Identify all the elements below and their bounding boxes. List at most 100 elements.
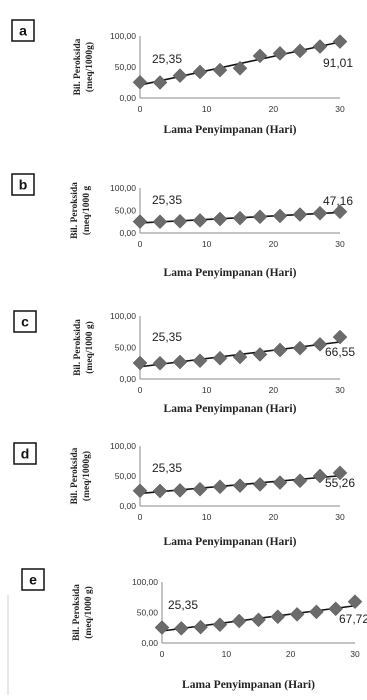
chart-panel-b: b 0,00 50,00 100,00 0 10 20 30 Bil. Peroksida (me… bbox=[11, 173, 353, 279]
x-tick-label: 10 bbox=[202, 512, 212, 522]
svg-text:e: e bbox=[29, 572, 37, 588]
data-label-start: 25,35 bbox=[168, 598, 198, 612]
x-tick-label: 10 bbox=[202, 385, 212, 395]
x-tick-label: 30 bbox=[335, 385, 345, 395]
data-point bbox=[309, 604, 324, 620]
data-point bbox=[252, 209, 268, 225]
chart-panel-d: d 0,00 50,00 100,00 0 10 20 30 Bil. Peroksida (me… bbox=[13, 441, 355, 548]
y-tick-label: 0,00 bbox=[119, 228, 136, 238]
chart-panel-e: e 0,00 50,00 100,00 0 10 20 30 Bil. Peroksida (me… bbox=[21, 568, 367, 691]
svg-text:a: a bbox=[19, 23, 27, 39]
data-label-end: 66,55 bbox=[325, 345, 355, 359]
data-point bbox=[252, 48, 268, 64]
y-axis-label: Bil. Peroksida (meq/1000 g) bbox=[73, 319, 95, 376]
panel-label-b: b bbox=[11, 173, 35, 196]
y-tick-label: 0,00 bbox=[141, 638, 158, 648]
data-point bbox=[212, 211, 228, 227]
data-point bbox=[312, 336, 328, 352]
y-tick-label: 0,00 bbox=[119, 93, 136, 103]
panel-label-d: d bbox=[13, 442, 37, 465]
data-point bbox=[270, 609, 286, 625]
data-point bbox=[312, 468, 328, 484]
y-tick-label: 0,00 bbox=[119, 501, 136, 511]
data-point bbox=[212, 479, 228, 495]
data-point bbox=[154, 620, 170, 635]
y-tick-label: 50,00 bbox=[115, 343, 137, 353]
x-tick-label: 20 bbox=[269, 104, 279, 114]
y-tick-label: 50,00 bbox=[115, 62, 137, 72]
data-point bbox=[347, 594, 363, 610]
panel-label-c: c bbox=[13, 310, 37, 333]
data-label-start: 25,35 bbox=[152, 461, 182, 475]
y-tick-label: 50,00 bbox=[137, 608, 159, 618]
x-tick-label: 0 bbox=[138, 385, 143, 395]
data-point bbox=[289, 606, 305, 622]
data-point bbox=[192, 64, 208, 80]
y-tick-label: 50,00 bbox=[115, 206, 137, 216]
panel-label-a: a bbox=[11, 19, 35, 42]
data-point bbox=[292, 473, 308, 489]
data-point bbox=[292, 43, 308, 59]
x-axis-label: Lama Penyimpanan (Hari) bbox=[182, 679, 315, 691]
svg-text:c: c bbox=[21, 314, 29, 330]
data-point bbox=[232, 210, 248, 226]
y-axis-label: Bil. Peroksida (meq/1000 g) bbox=[72, 584, 94, 641]
data-point bbox=[132, 483, 148, 499]
x-tick-label: 30 bbox=[350, 649, 360, 659]
data-point bbox=[231, 613, 247, 629]
x-tick-label: 0 bbox=[138, 104, 143, 114]
y-axis-label: Bil. Peroksida (meq/1000g) bbox=[73, 38, 95, 95]
data-label-end: 55,26 bbox=[325, 476, 355, 490]
x-tick-label: 10 bbox=[202, 104, 212, 114]
x-tick-label: 20 bbox=[269, 512, 279, 522]
data-label-start: 25,35 bbox=[152, 193, 182, 207]
data-point bbox=[173, 621, 189, 636]
data-point bbox=[192, 353, 208, 369]
x-tick-label: 30 bbox=[335, 104, 345, 114]
x-tick-label: 30 bbox=[335, 512, 345, 522]
y-tick-label: 100,00 bbox=[110, 311, 136, 321]
x-tick-label: 0 bbox=[160, 649, 165, 659]
data-point bbox=[332, 204, 348, 220]
data-point bbox=[332, 34, 348, 49]
data-point bbox=[212, 350, 228, 366]
y-tick-label: 100,00 bbox=[110, 441, 136, 451]
data-point bbox=[132, 214, 148, 229]
data-point bbox=[252, 347, 268, 362]
data-label-start: 25,35 bbox=[152, 52, 182, 66]
y-tick-label: 100,00 bbox=[110, 31, 136, 41]
x-tick-label: 0 bbox=[138, 239, 143, 249]
data-point bbox=[212, 62, 228, 78]
data-point bbox=[132, 355, 148, 371]
x-axis-label: Lama Penyimpanan (Hari) bbox=[164, 267, 297, 279]
x-tick-label: 20 bbox=[269, 385, 279, 395]
data-point bbox=[312, 39, 328, 54]
data-label-end: 91,01 bbox=[323, 56, 353, 70]
data-point bbox=[172, 213, 188, 229]
data-point bbox=[252, 477, 268, 492]
x-axis-label: Lama Penyimpanan (Hari) bbox=[164, 124, 297, 136]
data-point bbox=[292, 207, 308, 222]
data-point bbox=[232, 349, 248, 365]
chart-panel-a: a 0,00 50,00 100,00 0 10 20 30 Bil. Peroksida (me… bbox=[11, 19, 353, 136]
data-point bbox=[152, 355, 168, 371]
data-point bbox=[152, 75, 168, 90]
data-point bbox=[232, 478, 248, 493]
data-point bbox=[328, 601, 344, 617]
data-label-end: 47,16 bbox=[323, 194, 353, 208]
data-point bbox=[192, 481, 208, 497]
y-tick-label: 50,00 bbox=[115, 471, 137, 481]
data-point bbox=[292, 340, 308, 356]
x-tick-label: 20 bbox=[286, 649, 296, 659]
data-point bbox=[332, 465, 348, 481]
x-tick-label: 20 bbox=[269, 239, 279, 249]
data-point bbox=[152, 214, 168, 230]
data-point bbox=[172, 483, 188, 498]
x-tick-label: 10 bbox=[222, 649, 232, 659]
y-tick-label: 0,00 bbox=[119, 374, 136, 384]
panel-label-e: e bbox=[21, 568, 45, 591]
data-point bbox=[172, 354, 188, 370]
data-point bbox=[132, 74, 148, 90]
data-point bbox=[272, 46, 288, 61]
